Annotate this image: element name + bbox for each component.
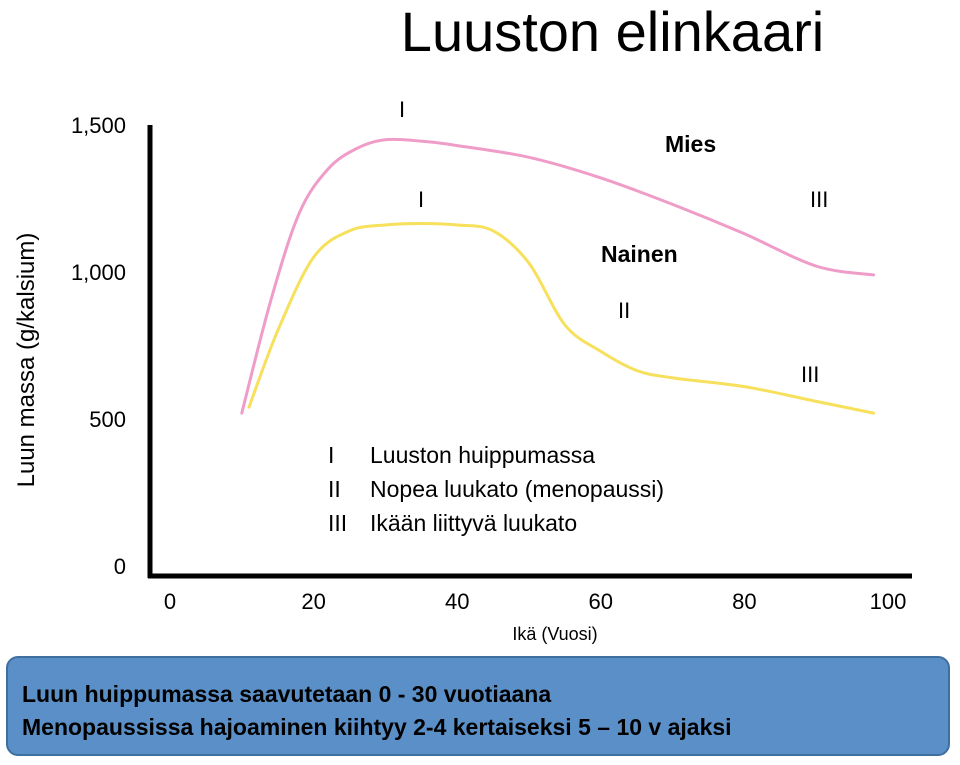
x-tick-label: 80	[732, 589, 756, 614]
x-tick-label: 100	[870, 589, 907, 614]
series-line-mies	[240, 137, 876, 415]
y-tick-labels: 0 500 1,000 1,500	[71, 113, 126, 579]
legend-text-i: Luuston huippumassa	[370, 442, 595, 468]
annotation-mies-i: I	[399, 97, 405, 122]
series-lines	[240, 137, 876, 415]
y-tick-label: 1,000	[71, 260, 126, 285]
phase-legend: I Luuston huippumassa II Nopea luukato (…	[328, 442, 664, 536]
annotation-nainen-ii: II	[618, 298, 630, 323]
chart-title: Luuston elinkaari	[400, 0, 825, 63]
legend-key-iii: III	[328, 510, 347, 536]
series-name-mies: Mies	[665, 131, 716, 157]
x-tick-label: 20	[301, 589, 325, 614]
legend-key-i: I	[328, 442, 334, 468]
x-tick-label: 0	[164, 589, 176, 614]
x-tick-label: 60	[589, 589, 613, 614]
bone-mass-chart: 0 500 1,000 1,500 0 20 40 60 80 100 Luun massa (…	[13, 97, 912, 644]
x-tick-labels: 0 20 40 60 80 100	[164, 589, 906, 614]
summary-box: Luun huippumassa saavutetaan 0 - 30 vuot…	[6, 656, 950, 756]
y-tick-label: 0	[114, 554, 126, 579]
summary-line-1: Luun huippumassa saavutetaan 0 - 30 vuot…	[22, 681, 552, 707]
x-tick-label: 40	[445, 589, 469, 614]
annotation-nainen-iii: III	[801, 362, 819, 387]
x-axis-label: Ikä (Vuosi)	[512, 624, 597, 644]
annotation-mies-iii: III	[810, 187, 828, 212]
annotation-nainen-i: I	[418, 187, 424, 212]
axes	[147, 125, 912, 579]
legend-key-ii: II	[328, 476, 341, 502]
y-tick-label: 1,500	[71, 113, 126, 138]
legend-text-iii: Ikään liittyvä luukato	[370, 510, 577, 536]
y-axis-label: Luun massa (g/kalsium)	[13, 233, 40, 488]
y-tick-label: 500	[89, 407, 126, 432]
summary-line-2: Menopaussissa hajoaminen kiihtyy 2-4 ker…	[22, 714, 732, 740]
series-line-nainen	[247, 221, 876, 415]
series-name-nainen: Nainen	[601, 241, 678, 267]
legend-text-ii: Nopea luukato (menopaussi)	[370, 476, 664, 502]
